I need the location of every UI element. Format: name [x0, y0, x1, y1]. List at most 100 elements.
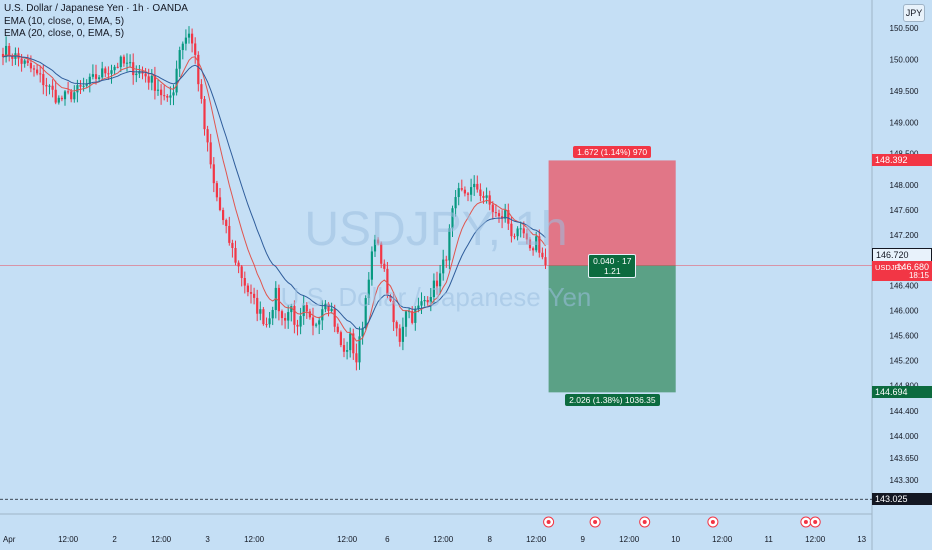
target-info-label[interactable]: 2.026 (1.38%) 1036.35	[565, 394, 660, 407]
legend-title[interactable]: U.S. Dollar / Japanese Yen · 1h · OANDA	[4, 3, 188, 14]
candle-body	[119, 56, 122, 68]
candle-body	[194, 43, 197, 55]
candle-body	[11, 56, 14, 59]
candle-body	[113, 66, 116, 71]
candle-body	[129, 62, 132, 64]
x-tick-label: 12:00	[619, 535, 640, 544]
bid-price-tag: USDJPY 146.680 18:15	[872, 261, 932, 282]
candle-body	[259, 309, 262, 314]
x-tick-label: 6	[385, 535, 390, 544]
candle-body	[352, 333, 355, 354]
y-tick-label: 148.000	[890, 181, 919, 190]
candle-body	[160, 89, 163, 96]
take-profit-zone	[548, 265, 676, 393]
candle-body	[507, 210, 510, 224]
y-tick-label: 147.600	[890, 206, 919, 215]
candle-body	[476, 183, 479, 190]
candle-body	[8, 45, 11, 57]
candle-body	[342, 345, 346, 352]
candle-body	[466, 193, 470, 195]
candle-body	[538, 236, 541, 253]
y-tick-label: 145.200	[890, 357, 919, 366]
legend-ema-fast[interactable]: EMA (10, close, 0, EMA, 5)	[4, 15, 125, 27]
candle-body	[398, 328, 401, 342]
candle-body	[389, 295, 392, 301]
candle-body	[107, 73, 110, 75]
candle-body	[191, 33, 194, 44]
candle-body	[175, 68, 178, 93]
candle-body	[470, 187, 473, 195]
candle-body	[197, 54, 200, 85]
candle-body	[150, 75, 153, 83]
candle-body	[377, 239, 380, 244]
x-tick-label: 2	[112, 535, 117, 544]
candle-body	[271, 309, 274, 319]
candle-body	[125, 62, 129, 64]
candle-body	[411, 311, 414, 323]
entry-info-label[interactable]: 0.040 · 17 1.21	[588, 254, 637, 279]
candle-body	[473, 183, 476, 188]
legend-ema-slow[interactable]: EMA (20, close, 0, EMA, 5)	[4, 28, 125, 39]
candle-body	[383, 263, 386, 269]
candle-body	[293, 306, 296, 325]
candle-body	[116, 66, 119, 68]
candle-body	[88, 76, 91, 85]
candle-body	[349, 333, 352, 351]
candle-body	[23, 60, 26, 64]
candle-body	[1, 53, 5, 58]
x-tick-label: 12:00	[526, 535, 547, 544]
candle-body	[215, 183, 218, 198]
candle-body	[321, 309, 324, 321]
candle-body	[166, 95, 169, 98]
currency-button[interactable]: JPY	[903, 4, 925, 22]
candle-body	[144, 73, 147, 77]
x-tick-label: 12:00	[58, 535, 79, 544]
candle-body	[73, 92, 76, 100]
candle-body	[333, 308, 336, 327]
candle-body	[60, 97, 63, 100]
bid-symbol-label: USDJPY	[875, 263, 905, 273]
candle-body	[339, 332, 342, 346]
candle-body	[153, 75, 156, 91]
candle-body	[479, 189, 482, 196]
candle-body	[414, 308, 417, 323]
candle-body	[20, 58, 23, 64]
candle-body	[101, 68, 104, 78]
candle-body	[336, 326, 339, 333]
candle-body	[535, 236, 538, 251]
ema-slow-line	[2, 55, 546, 330]
stop-info-label[interactable]: 1.672 (1.14%) 970	[573, 146, 652, 159]
x-tick-label: Apr	[3, 535, 16, 544]
candle-body	[367, 279, 370, 299]
candle-body	[135, 73, 138, 76]
candle-body	[404, 311, 408, 327]
candle-body	[497, 213, 501, 217]
candle-body	[308, 311, 311, 318]
candle-body	[222, 210, 225, 221]
candle-body	[513, 236, 516, 238]
candle-body	[299, 316, 302, 327]
candle-body	[330, 308, 333, 312]
candle-body	[243, 278, 246, 286]
y-tick-label: 150.000	[890, 56, 919, 65]
x-tick-label: 9	[580, 535, 585, 544]
y-tick-label: 146.400	[890, 281, 919, 290]
candle-body	[302, 305, 305, 317]
x-tick-label: 13	[857, 535, 866, 544]
candle-body	[246, 285, 249, 293]
candle-body	[32, 68, 36, 70]
y-tick-label: 149.500	[890, 87, 919, 96]
candle-body	[48, 85, 51, 87]
candle-body	[163, 95, 166, 97]
entry-info-line1: 0.040 · 17	[593, 256, 632, 267]
candle-body	[408, 311, 411, 313]
candle-body	[395, 322, 398, 329]
candle-body	[45, 85, 48, 87]
candle-body	[510, 223, 513, 237]
candle-body	[67, 91, 70, 93]
candle-body	[532, 248, 535, 251]
candle-body	[218, 197, 222, 211]
candle-body	[206, 129, 209, 143]
